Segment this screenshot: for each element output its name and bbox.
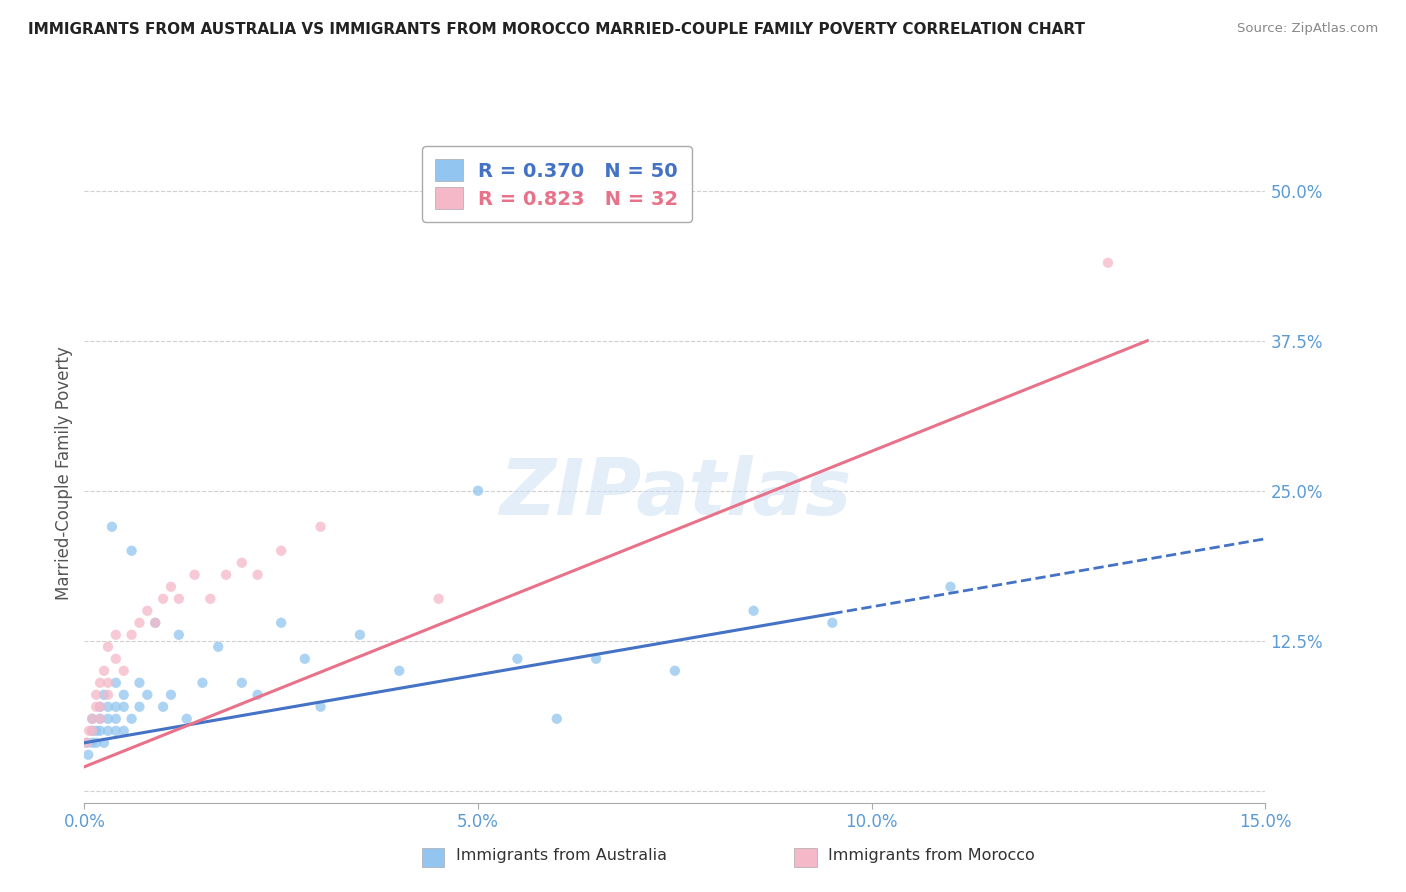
Point <box>664 664 686 678</box>
Point <box>112 699 135 714</box>
Point <box>200 591 222 606</box>
Point <box>742 604 765 618</box>
Point <box>215 567 238 582</box>
Point <box>82 712 104 726</box>
Point <box>176 712 198 726</box>
Point <box>104 699 127 714</box>
Point <box>388 664 411 678</box>
Point <box>104 723 127 738</box>
Point <box>89 699 111 714</box>
Text: ZIPatlas: ZIPatlas <box>499 455 851 531</box>
Point <box>128 699 150 714</box>
Legend: R = 0.370   N = 50, R = 0.823   N = 32: R = 0.370 N = 50, R = 0.823 N = 32 <box>422 145 692 222</box>
Point <box>183 567 205 582</box>
Point <box>821 615 844 630</box>
Point <box>167 591 190 606</box>
Point <box>97 688 120 702</box>
Point <box>143 615 166 630</box>
Point <box>506 652 529 666</box>
Point <box>207 640 229 654</box>
Point <box>939 580 962 594</box>
Point <box>167 628 190 642</box>
Point <box>128 675 150 690</box>
Point <box>121 712 143 726</box>
Point <box>270 615 292 630</box>
Point <box>143 615 166 630</box>
Point <box>82 736 104 750</box>
Point <box>112 723 135 738</box>
Point <box>152 699 174 714</box>
Point <box>546 712 568 726</box>
Text: IMMIGRANTS FROM AUSTRALIA VS IMMIGRANTS FROM MOROCCO MARRIED-COUPLE FAMILY POVER: IMMIGRANTS FROM AUSTRALIA VS IMMIGRANTS … <box>28 22 1085 37</box>
Point <box>246 567 269 582</box>
Point <box>77 723 100 738</box>
Point <box>97 699 120 714</box>
Point <box>104 712 127 726</box>
Point <box>82 723 104 738</box>
Point <box>93 664 115 678</box>
Point <box>76 736 98 750</box>
Y-axis label: Married-Couple Family Poverty: Married-Couple Family Poverty <box>55 346 73 599</box>
Point <box>128 615 150 630</box>
Point <box>104 675 127 690</box>
Point <box>136 688 159 702</box>
Text: Source: ZipAtlas.com: Source: ZipAtlas.com <box>1237 22 1378 36</box>
Point <box>97 723 120 738</box>
Point <box>349 628 371 642</box>
Point <box>84 688 107 702</box>
Point <box>309 520 332 534</box>
Point <box>121 543 143 558</box>
Point <box>160 580 183 594</box>
Point <box>231 556 253 570</box>
Point <box>104 628 127 642</box>
Point <box>89 723 111 738</box>
Point <box>89 712 111 726</box>
Point <box>294 652 316 666</box>
Point <box>270 543 292 558</box>
Point <box>97 640 120 654</box>
Point <box>93 736 115 750</box>
Point <box>82 712 104 726</box>
Point <box>309 699 332 714</box>
Text: Immigrants from Australia: Immigrants from Australia <box>456 847 666 863</box>
Point <box>231 675 253 690</box>
Point <box>84 723 107 738</box>
Point <box>585 652 607 666</box>
Point <box>427 591 450 606</box>
Point <box>97 675 120 690</box>
Point <box>191 675 214 690</box>
Point <box>121 628 143 642</box>
Point <box>82 723 104 738</box>
Point <box>101 520 124 534</box>
Point <box>112 688 135 702</box>
Point <box>160 688 183 702</box>
Point <box>104 652 127 666</box>
Point <box>76 736 98 750</box>
Text: Immigrants from Morocco: Immigrants from Morocco <box>828 847 1035 863</box>
Point <box>246 688 269 702</box>
Point <box>77 747 100 762</box>
Point <box>89 699 111 714</box>
Point <box>1097 256 1119 270</box>
Point <box>89 675 111 690</box>
Point <box>93 688 115 702</box>
Point <box>152 591 174 606</box>
Point <box>136 604 159 618</box>
Point <box>467 483 489 498</box>
Point <box>89 712 111 726</box>
Point <box>84 736 107 750</box>
Point <box>84 699 107 714</box>
Point <box>112 664 135 678</box>
Point <box>97 712 120 726</box>
